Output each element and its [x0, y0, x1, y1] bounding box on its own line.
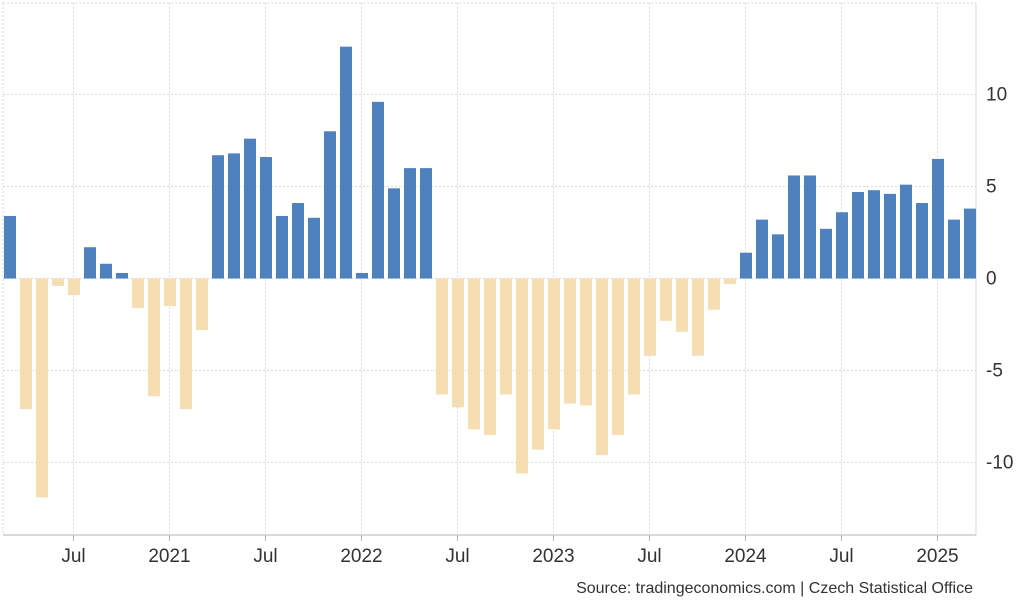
bar — [548, 278, 560, 430]
x-tick-label: Jul — [445, 546, 469, 567]
bar — [52, 278, 64, 286]
bar — [180, 278, 192, 410]
bar — [212, 155, 224, 279]
bar — [948, 219, 960, 279]
x-tick-label: Jul — [829, 546, 853, 567]
bar — [740, 252, 752, 279]
bar — [404, 168, 416, 279]
x-tick-label: 2021 — [148, 546, 190, 567]
bar — [292, 203, 304, 279]
bar — [596, 278, 608, 456]
bar — [228, 153, 240, 279]
bar — [308, 217, 320, 279]
bar — [804, 175, 816, 279]
bar — [724, 278, 736, 285]
bar — [100, 263, 112, 279]
bar — [132, 278, 144, 308]
x-tick-label: 2024 — [724, 546, 767, 567]
bar — [708, 278, 720, 310]
bar — [756, 219, 768, 279]
bar — [628, 278, 640, 395]
bar — [196, 278, 208, 331]
x-tick-label: 2025 — [916, 546, 958, 567]
bar — [68, 278, 80, 296]
bar — [340, 46, 352, 279]
bar — [260, 157, 272, 279]
bar — [244, 138, 256, 279]
bar — [516, 278, 528, 474]
axes — [3, 534, 976, 541]
y-tick-label: 10 — [986, 85, 1007, 106]
x-tick-label: 2022 — [340, 546, 382, 567]
bars — [4, 46, 976, 498]
bar — [4, 215, 16, 279]
bar — [436, 278, 448, 395]
bar — [676, 278, 688, 332]
y-tick-label: -5 — [986, 361, 1003, 382]
bar — [820, 228, 832, 279]
bar — [788, 175, 800, 279]
bar — [692, 278, 704, 356]
bar — [148, 278, 160, 397]
bar — [836, 212, 848, 279]
bar — [372, 101, 384, 279]
bar — [452, 278, 464, 408]
bar — [532, 278, 544, 450]
bar — [884, 193, 896, 279]
bar — [388, 188, 400, 279]
bar — [20, 278, 32, 410]
bar — [420, 168, 432, 279]
bar — [580, 278, 592, 406]
bar — [36, 278, 48, 498]
bar — [852, 192, 864, 279]
bar — [932, 158, 944, 279]
y-tick-label: 5 — [986, 177, 997, 198]
bar — [116, 272, 128, 279]
y-tick-label: 0 — [986, 269, 997, 290]
bar — [644, 278, 656, 356]
x-tick-label: 2023 — [532, 546, 574, 567]
x-tick-label: Jul — [637, 546, 661, 567]
bar — [84, 247, 96, 279]
bar — [660, 278, 672, 321]
x-tick-label: Jul — [61, 546, 85, 567]
bar — [164, 278, 176, 307]
bar — [900, 184, 912, 279]
bar — [484, 278, 496, 435]
bar — [356, 272, 368, 279]
bar — [916, 203, 928, 279]
source-caption: Source: tradingeconomics.com | Czech Sta… — [576, 580, 973, 597]
bar — [564, 278, 576, 404]
bar — [868, 190, 880, 279]
bar — [276, 215, 288, 279]
bar — [324, 131, 336, 279]
bar — [964, 208, 976, 279]
bar — [468, 278, 480, 430]
bar — [500, 278, 512, 395]
tick-labels: 10 5 0 -5 -10 Jul 2021 Jul 2022 Jul 2023 Jul 2024 Jul… — [61, 85, 1013, 568]
bar — [612, 278, 624, 435]
x-tick-label: Jul — [253, 546, 277, 567]
y-tick-label: -10 — [986, 453, 1013, 474]
bar — [772, 234, 784, 279]
